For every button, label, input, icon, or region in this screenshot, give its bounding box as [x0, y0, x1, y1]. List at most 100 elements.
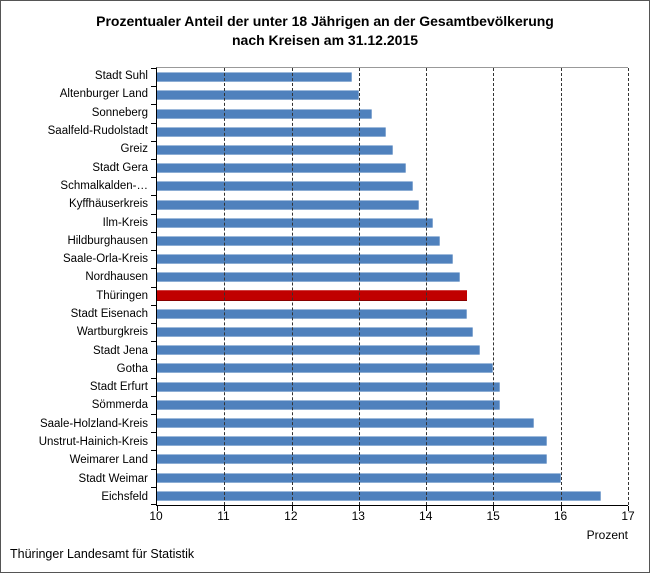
chart-row — [157, 487, 628, 505]
gridline-16 — [560, 68, 562, 505]
x-tick-label: 10 — [149, 509, 163, 523]
y-axis-tick — [151, 140, 156, 142]
gridline-11 — [224, 68, 226, 505]
category-label: Sonneberg — [91, 106, 148, 119]
x-tick-label: 11 — [217, 509, 230, 523]
y-axis-tick — [151, 341, 156, 343]
chart-rows — [157, 68, 628, 505]
source-note: Thüringer Landesamt für Statistik — [10, 547, 195, 561]
chart-title-line2: nach Kreisen am 31.12.2015 — [231, 32, 418, 48]
chart-row — [157, 323, 628, 341]
category-label: Stadt Suhl — [94, 70, 148, 83]
y-axis-tick — [151, 468, 156, 470]
category-label: Stadt Erfurt — [89, 381, 148, 394]
category-label: Weimarer Land — [69, 454, 148, 467]
x-tick-label: 17 — [621, 509, 635, 523]
x-tick-label: 16 — [553, 509, 568, 523]
chart-row — [157, 104, 628, 122]
value-bar — [157, 217, 433, 228]
y-axis-tick — [151, 322, 156, 324]
chart-row — [157, 432, 628, 450]
y-axis-tick — [151, 377, 156, 379]
value-bar — [157, 363, 494, 374]
value-bar — [157, 72, 353, 83]
x-axis-tick — [426, 506, 428, 511]
category-label: Nordhausen — [85, 271, 148, 284]
chart-row — [157, 341, 628, 359]
category-label: Stadt Weimar — [78, 472, 148, 485]
y-axis-tick — [151, 104, 156, 106]
y-axis-tick — [151, 268, 156, 270]
y-axis-tick — [151, 486, 156, 488]
chart-row — [157, 268, 628, 286]
chart-row — [157, 195, 628, 213]
category-label: Ilm-Kreis — [102, 216, 148, 229]
y-axis-tick — [151, 395, 156, 397]
y-axis-tick — [151, 250, 156, 252]
category-labels: Stadt Suhl Altenburger Land Sonneberg Saalf… — [1, 67, 151, 506]
chart-row — [157, 141, 628, 159]
gridline-17 — [628, 68, 629, 505]
chart-row — [157, 86, 628, 104]
x-tick-labels: 10 11 12 13 14 15 16 17 — [149, 509, 634, 524]
chart-row — [157, 305, 628, 323]
y-axis-tick — [151, 432, 156, 434]
value-bar — [157, 308, 467, 319]
category-label: Saalfeld-Rudolstadt — [47, 125, 148, 138]
y-axis-tick — [151, 195, 156, 197]
y-axis-tick — [151, 86, 156, 88]
x-axis-tick — [628, 506, 629, 511]
category-label: Eichsfeld — [101, 490, 148, 503]
value-bar — [157, 163, 406, 174]
category-label: Schmalkalden-… — [60, 179, 148, 192]
chart-row — [157, 232, 628, 250]
x-axis-tick — [358, 506, 360, 511]
value-bar — [157, 417, 534, 428]
value-bar — [157, 345, 480, 356]
x-axis-tick — [493, 506, 495, 511]
y-axis-tick — [151, 359, 156, 361]
gridline-14 — [426, 68, 428, 505]
chart-row — [157, 359, 628, 377]
x-tick-label: 13 — [351, 509, 365, 523]
x-tick-label: 12 — [284, 509, 298, 523]
value-bar — [157, 272, 460, 283]
category-label: Stadt Gera — [92, 161, 148, 174]
value-bar — [157, 108, 373, 119]
category-label: Hildburghausen — [67, 234, 148, 247]
category-label: Saale-Holzland-Kreis — [39, 417, 148, 430]
y-axis-tick — [151, 122, 156, 124]
value-bar — [157, 454, 548, 465]
value-bar — [157, 399, 501, 410]
value-bar — [157, 490, 602, 501]
chart-row — [157, 123, 628, 141]
chart-row — [157, 450, 628, 468]
gridline-12 — [291, 68, 293, 505]
value-bar — [157, 144, 393, 155]
chart-row — [157, 68, 628, 86]
chart-row — [157, 468, 628, 486]
y-axis-tick — [151, 68, 156, 69]
chart-row — [157, 377, 628, 395]
chart-row — [157, 177, 628, 195]
y-axis-tick — [151, 159, 156, 161]
highlight-bar — [157, 290, 467, 302]
gridline-15 — [493, 68, 495, 505]
value-bar — [157, 90, 359, 101]
chart-row — [157, 396, 628, 414]
chart-row — [157, 250, 628, 268]
y-axis-tick — [151, 286, 156, 288]
category-label: Saale-Orla-Kreis — [63, 253, 148, 266]
value-bar — [157, 436, 548, 447]
category-label: Kyffhäuserkreis — [68, 198, 148, 211]
category-label: Altenburger Land — [59, 88, 148, 101]
chart-row — [157, 214, 628, 232]
category-label: Sömmerda — [91, 399, 148, 412]
value-bar — [157, 326, 474, 337]
value-bar — [157, 181, 413, 192]
x-axis-tick — [157, 506, 158, 511]
x-axis-title: Prozent — [586, 528, 628, 542]
plot-area — [151, 67, 629, 511]
category-label: Thüringen — [96, 289, 148, 302]
